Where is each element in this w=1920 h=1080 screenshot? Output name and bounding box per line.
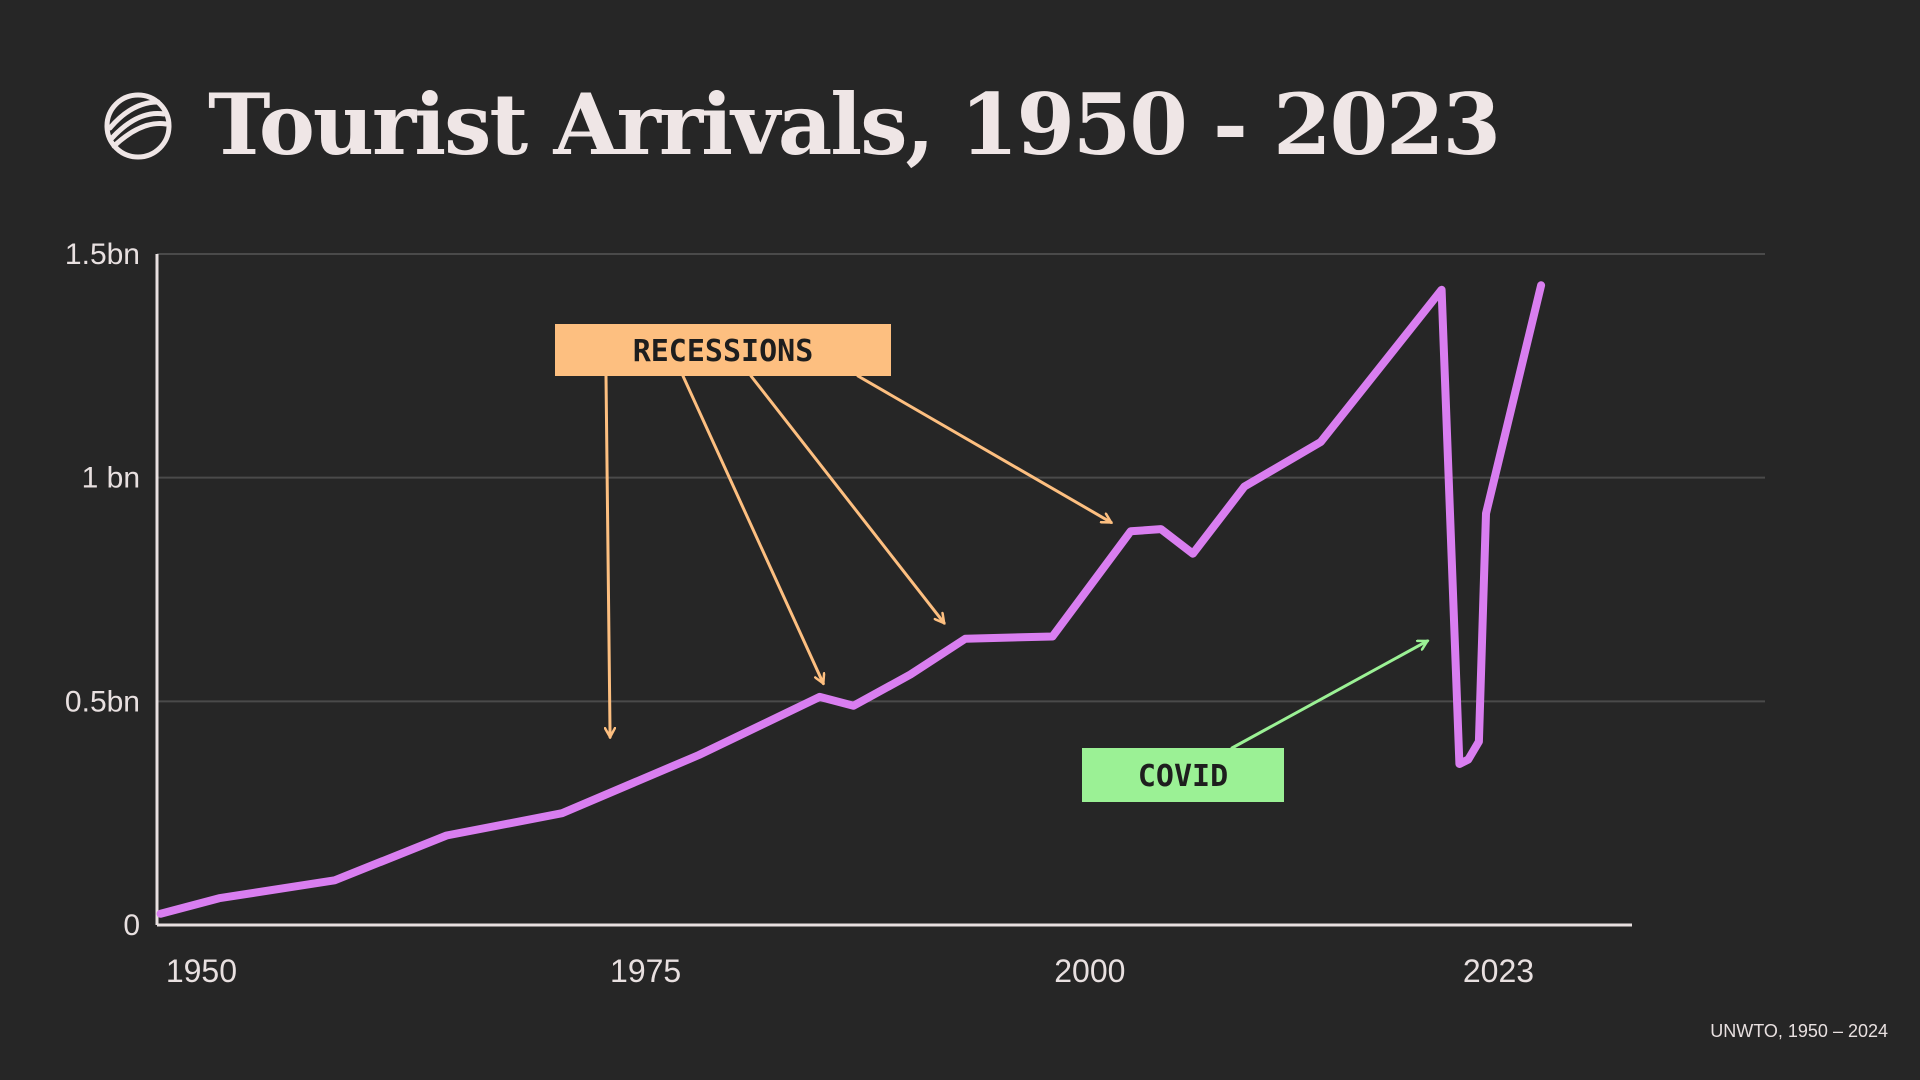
x-tick-label: 1950: [166, 953, 237, 989]
globe-icon: [104, 92, 172, 160]
covid-label: COVID: [1138, 759, 1228, 794]
covid-arrow: [1230, 639, 1427, 750]
x-tick-label: 2023: [1463, 953, 1534, 989]
recessions-label-box: [555, 324, 891, 376]
covid-label-box: [1082, 748, 1284, 802]
recession-arrow: [856, 374, 1111, 524]
y-tick-label: 0.5bn: [65, 685, 140, 718]
recessions-label: RECESSIONS: [633, 334, 814, 369]
recession-arrow: [681, 374, 823, 683]
x-tick-label: 1975: [610, 953, 681, 989]
page-title: Tourist Arrivals, 1950 - 2023: [208, 75, 1501, 174]
x-tick-label: 2000: [1054, 953, 1125, 989]
series-line: [156, 281, 1546, 918]
recession-arrow: [749, 374, 944, 623]
y-tick-label: 1.5bn: [65, 238, 140, 271]
y-tick-label: 1 bn: [82, 462, 140, 495]
source-note: UNWTO, 1950 – 2024: [1710, 1021, 1888, 1041]
y-tick-label: 0: [123, 909, 140, 942]
recession-arrow: [606, 374, 610, 737]
